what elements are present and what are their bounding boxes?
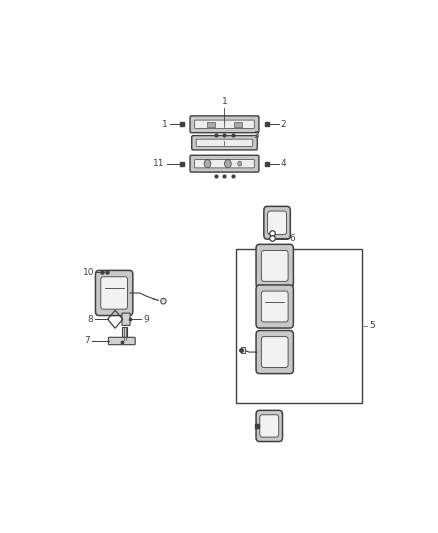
- FancyBboxPatch shape: [194, 159, 254, 168]
- FancyBboxPatch shape: [95, 270, 133, 316]
- Bar: [234, 122, 242, 127]
- FancyBboxPatch shape: [256, 330, 293, 374]
- FancyBboxPatch shape: [260, 415, 279, 437]
- Circle shape: [224, 159, 231, 168]
- FancyBboxPatch shape: [261, 291, 288, 322]
- Ellipse shape: [161, 298, 166, 304]
- FancyBboxPatch shape: [261, 337, 288, 367]
- Text: 6: 6: [289, 234, 295, 243]
- FancyBboxPatch shape: [268, 211, 286, 235]
- FancyBboxPatch shape: [108, 337, 135, 345]
- Text: 2: 2: [280, 120, 286, 129]
- Text: 5: 5: [369, 321, 375, 330]
- FancyBboxPatch shape: [256, 410, 283, 441]
- Bar: [237, 248, 362, 402]
- Text: 11: 11: [152, 159, 164, 168]
- FancyBboxPatch shape: [196, 139, 253, 147]
- Text: 4: 4: [280, 159, 286, 168]
- Text: 1: 1: [222, 97, 227, 106]
- FancyBboxPatch shape: [190, 155, 259, 172]
- Text: 10: 10: [83, 268, 94, 277]
- FancyBboxPatch shape: [192, 135, 257, 150]
- Bar: [207, 122, 215, 127]
- Text: 9: 9: [143, 314, 149, 324]
- Text: 3: 3: [253, 131, 259, 140]
- Text: 7: 7: [84, 336, 90, 345]
- FancyBboxPatch shape: [264, 206, 290, 239]
- Bar: [122, 327, 127, 340]
- Bar: [241, 347, 245, 353]
- FancyBboxPatch shape: [256, 285, 293, 328]
- FancyBboxPatch shape: [190, 116, 259, 133]
- FancyBboxPatch shape: [194, 120, 254, 128]
- Circle shape: [238, 161, 242, 166]
- Text: 1: 1: [162, 120, 168, 129]
- FancyBboxPatch shape: [101, 277, 127, 309]
- Text: 8: 8: [88, 314, 93, 324]
- FancyBboxPatch shape: [122, 313, 130, 325]
- FancyBboxPatch shape: [256, 244, 293, 287]
- FancyBboxPatch shape: [261, 251, 288, 281]
- Circle shape: [204, 159, 211, 168]
